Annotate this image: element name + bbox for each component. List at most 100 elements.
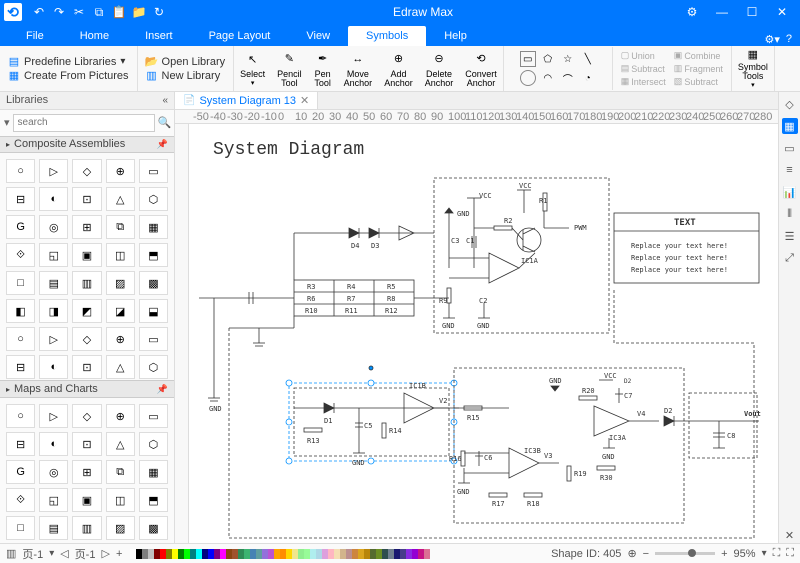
pin-icon[interactable]: 📌: [157, 139, 168, 150]
subtract-button[interactable]: ▤ Subtract: [621, 63, 666, 74]
shape-item[interactable]: ▦: [139, 215, 168, 239]
shape-star[interactable]: ☆: [560, 51, 576, 67]
circuit-diagram[interactable]: VCC R1 PWM R2 VCC GND: [199, 168, 778, 543]
shape-item[interactable]: ⊡: [72, 187, 101, 211]
fragment-button[interactable]: ▥ Fragment: [674, 63, 723, 74]
section-composite[interactable]: ▸Composite Assemblies📌: [0, 136, 174, 154]
shape-item[interactable]: ⊕: [106, 159, 135, 183]
shape-arc[interactable]: ◠: [540, 70, 556, 86]
shape-item[interactable]: ▣: [72, 488, 101, 512]
shape-item[interactable]: ◎: [39, 460, 68, 484]
shape-item[interactable]: ▨: [106, 271, 135, 295]
shape-item[interactable]: ▣: [72, 243, 101, 267]
shape-item[interactable]: ◫: [106, 243, 135, 267]
open-library-button[interactable]: 📂Open Library: [146, 56, 226, 68]
collapse-panel-icon[interactable]: «: [162, 95, 168, 106]
shape-item[interactable]: ◇: [72, 404, 101, 428]
shape-item[interactable]: △: [106, 432, 135, 456]
shape-item[interactable]: △: [106, 355, 135, 379]
color-palette[interactable]: [130, 549, 430, 559]
zoom-out-icon[interactable]: −: [643, 548, 649, 560]
next-page-icon[interactable]: ▷: [101, 547, 109, 560]
minimize-button[interactable]: —: [708, 2, 736, 22]
shape-item[interactable]: ⊞: [72, 460, 101, 484]
predefine-libraries-button[interactable]: ▤Predefine Libraries ▾: [8, 56, 129, 68]
shape-item[interactable]: ▥: [72, 271, 101, 295]
shape-panel-icon[interactable]: ◇: [782, 96, 798, 112]
shape-item[interactable]: ◨: [39, 299, 68, 323]
shape-pie[interactable]: ◔: [580, 70, 596, 86]
shape-item[interactable]: ▷: [39, 327, 68, 351]
shape-item[interactable]: ⧉: [106, 460, 135, 484]
doc-tab[interactable]: 📄 System Diagram 13 ✕: [175, 92, 318, 109]
shape-item[interactable]: ▦: [139, 460, 168, 484]
move-anchor-tool[interactable]: ↔Move Anchor: [338, 48, 379, 90]
shape-item[interactable]: ○: [6, 327, 35, 351]
shape-item[interactable]: ⊟: [6, 355, 35, 379]
shape-item[interactable]: ◎: [39, 215, 68, 239]
delete-anchor-tool[interactable]: ⊖Delete Anchor: [419, 48, 460, 90]
combine-button[interactable]: ▣ Combine: [674, 50, 723, 61]
shape-item[interactable]: □: [6, 271, 35, 295]
zoom-slider[interactable]: [655, 552, 715, 555]
rect-panel-icon[interactable]: ▭: [782, 140, 798, 156]
intersect-button[interactable]: ▦ Intersect: [621, 76, 666, 87]
shape-item[interactable]: ◱: [39, 243, 68, 267]
shape-item[interactable]: ▭: [139, 159, 168, 183]
shape-item[interactable]: ⊡: [72, 355, 101, 379]
help-icon[interactable]: ?: [786, 33, 792, 46]
shape-item[interactable]: ⊟: [6, 432, 35, 456]
undo-icon[interactable]: ↶: [30, 3, 48, 21]
tab-file[interactable]: File: [8, 26, 62, 46]
cut-icon[interactable]: ✂: [70, 3, 88, 21]
shape-item[interactable]: △: [106, 187, 135, 211]
close-button[interactable]: ✕: [768, 2, 796, 22]
tab-page-layout[interactable]: Page Layout: [191, 26, 289, 46]
shape-circle[interactable]: [520, 70, 536, 86]
shape-item[interactable]: ◪: [106, 299, 135, 323]
drawing-canvas[interactable]: System Diagram VCC R1 PWM R2 VCC: [189, 124, 778, 543]
shape-curve[interactable]: ⌒: [560, 70, 576, 86]
shape-line[interactable]: ╲: [580, 51, 596, 67]
tab-insert[interactable]: Insert: [127, 26, 191, 46]
shape-item[interactable]: ⬡: [139, 355, 168, 379]
pencil-tool[interactable]: ✎Pencil Tool: [271, 48, 308, 90]
fit-icon[interactable]: ⛶: [773, 547, 781, 560]
pen-tool[interactable]: ✒Pen Tool: [308, 48, 338, 90]
shape-item[interactable]: ◐: [39, 187, 68, 211]
shape-item[interactable]: ⧉: [106, 215, 135, 239]
shape-item[interactable]: G: [6, 460, 35, 484]
section-maps[interactable]: ▸Maps and Charts📌: [0, 380, 174, 398]
shape-item[interactable]: G: [6, 215, 35, 239]
shape-item[interactable]: ⊕: [106, 404, 135, 428]
symbol-tools-button[interactable]: ▦Symbol Tools▾: [732, 46, 775, 91]
ribbon-options-icon[interactable]: ⚙▾: [764, 33, 779, 46]
shape-item[interactable]: ▥: [72, 516, 101, 540]
resize-icon[interactable]: ⤢: [782, 250, 798, 266]
color-swatch[interactable]: [424, 549, 430, 559]
more-icon[interactable]: ↻: [150, 3, 168, 21]
subtract2-button[interactable]: ▧ Subtract: [674, 76, 723, 87]
tab-help[interactable]: Help: [426, 26, 485, 46]
shape-item[interactable]: ▷: [39, 159, 68, 183]
zoom-in-icon[interactable]: +: [721, 548, 727, 560]
shape-item[interactable]: ◐: [39, 355, 68, 379]
add-anchor-tool[interactable]: ⊕Add Anchor: [378, 48, 419, 90]
align-icon[interactable]: ⫴: [782, 206, 798, 222]
search-input[interactable]: [13, 114, 155, 132]
close-tab-icon[interactable]: ✕: [300, 94, 309, 107]
layers-icon[interactable]: ≡: [782, 162, 798, 178]
tab-view[interactable]: View: [288, 26, 348, 46]
shape-item[interactable]: ⬒: [139, 243, 168, 267]
shape-item[interactable]: ◇: [72, 327, 101, 351]
shape-item[interactable]: ▤: [39, 271, 68, 295]
page-selector[interactable]: 页-1: [22, 546, 43, 562]
list-icon[interactable]: ☰: [782, 228, 798, 244]
shape-item[interactable]: □: [6, 516, 35, 540]
convert-anchor-tool[interactable]: ⟲Convert Anchor: [459, 48, 503, 90]
shape-item[interactable]: ◱: [39, 488, 68, 512]
shape-item[interactable]: ▤: [39, 516, 68, 540]
shape-item[interactable]: ⊟: [6, 187, 35, 211]
prev-page-icon[interactable]: ◁: [60, 547, 68, 560]
fullscreen-icon[interactable]: ⛶: [786, 547, 794, 560]
